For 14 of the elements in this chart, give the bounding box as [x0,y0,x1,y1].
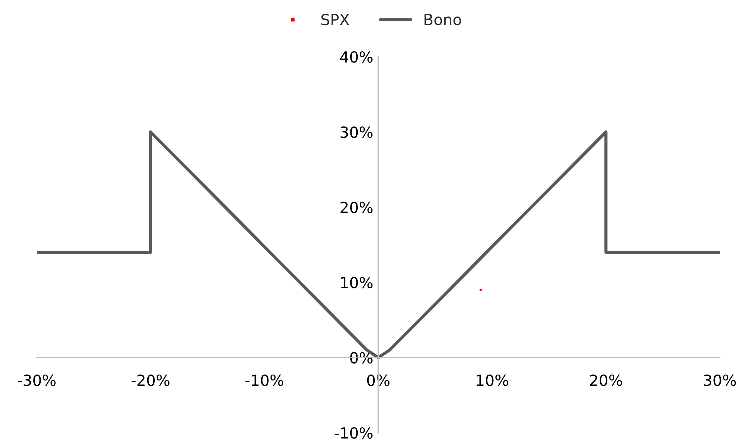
legend-label: SPX [322,14,350,26]
y-tick-label: 20% [340,202,373,214]
legend-label: Bono [424,14,462,26]
y-tick-label: -10% [334,427,373,440]
x-tick-label: 20% [590,374,622,386]
x-tick-label: -30% [18,374,56,386]
y-tick-label: 30% [340,126,373,138]
y-tick-label: 40% [340,51,373,64]
y-tick-label: 10% [341,277,373,289]
x-tick-label: 30% [704,374,736,386]
x-tick-label: 0% [367,374,390,386]
x-tick-label: -10% [246,374,284,386]
x-tick-label: -20% [132,374,170,386]
x-tick-label: 10% [477,374,508,386]
